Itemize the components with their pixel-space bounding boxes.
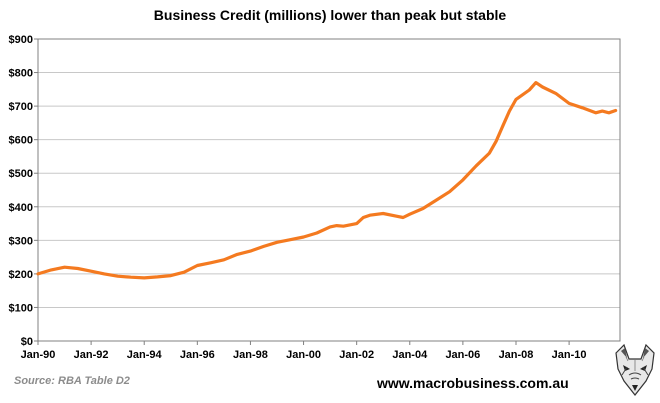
y-tick-label: $700 [9,101,33,113]
website-label: www.macrobusiness.com.au [376,375,569,391]
source-note: Source: RBA Table D2 [14,375,130,387]
x-axis: Jan-90 Jan-92 Jan-94 Jan-96 Jan-98 Jan-00 Jan-… [21,341,587,361]
x-tick-label: Jan-10 [552,349,587,361]
x-tick-label: Jan-90 [21,349,56,361]
wolf-head-logo-icon [615,343,655,396]
x-tick-label: Jan-06 [445,349,480,361]
y-tick-label: $400 [9,202,33,214]
x-tick-label: Jan-08 [499,349,534,361]
y-tick-label: $0 [21,336,33,348]
x-tick-label: Jan-00 [286,349,321,361]
x-tick-label: Jan-04 [392,349,428,361]
plot-area [37,38,621,342]
x-tick-label: Jan-98 [233,349,268,361]
series-line [36,80,618,280]
x-tick-label: Jan-96 [180,349,215,361]
x-tick-label: Jan-92 [74,349,109,361]
y-tick-label: $200 [9,269,33,281]
x-tick-label: Jan-02 [339,349,374,361]
y-tick-label: $600 [9,135,33,147]
y-tick-label: $800 [9,68,33,80]
chart-title: Business Credit (millions) lower than pe… [154,7,507,23]
y-axis: $0 $100 $200 $300 $400 $500 $600 $700 $800 $900 [9,34,38,348]
y-tick-label: $500 [9,168,33,180]
gridlines [38,72,620,308]
x-tick-label: Jan-94 [127,349,163,361]
y-tick-label: $300 [9,235,33,247]
y-tick-label: $100 [9,302,33,314]
y-tick-label: $900 [9,34,33,46]
